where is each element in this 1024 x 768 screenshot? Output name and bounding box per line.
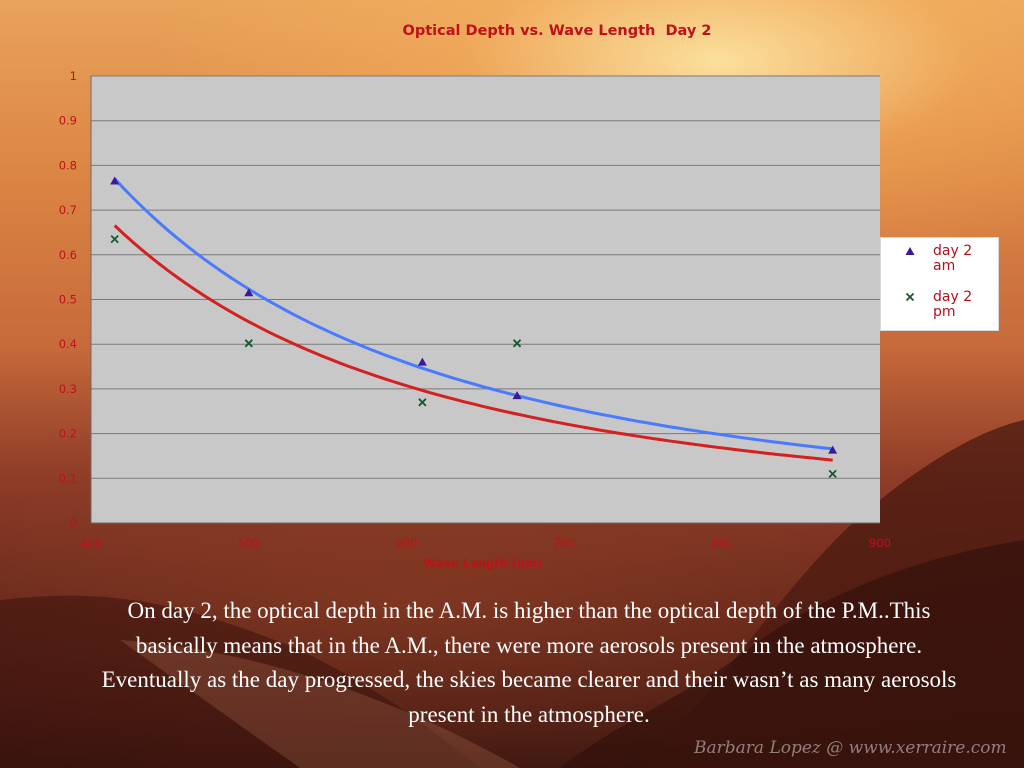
- data-point-am: [417, 357, 427, 366]
- optical-depth-chart: Optical Depth vs. Wave Length Day 2 0 0.1…: [59, 23, 891, 570]
- y-tick-label: 0.4: [59, 337, 77, 351]
- data-point-am: [244, 288, 254, 297]
- legend-label-pm: day 2 pm: [933, 289, 973, 320]
- triangle-marker-icon: [905, 247, 915, 255]
- y-tick-label: 0.1: [59, 471, 77, 485]
- x-axis-label: Wave Length (nm): [423, 556, 542, 570]
- y-tick-label: 0.5: [59, 293, 77, 307]
- legend-label-am: day 2 am: [933, 243, 973, 274]
- y-tick-label: 0.8: [59, 158, 77, 172]
- data-point-am: [512, 391, 522, 400]
- legend-item-day2-am: day 2 am: [881, 242, 1000, 282]
- data-point-am: [828, 445, 838, 454]
- y-tick-label: 0.9: [59, 114, 77, 128]
- data-point-pm: [110, 235, 119, 244]
- x-tick-label: 400: [80, 536, 102, 550]
- slide-caption: On day 2, the optical depth in the A.M. …: [101, 598, 957, 727]
- trendline-series-1: [113, 177, 833, 451]
- x-tick-label: 700: [553, 536, 575, 550]
- data-point-pm: [828, 469, 837, 478]
- data-point-am: [110, 176, 120, 185]
- data-point-pm: [244, 339, 253, 348]
- data-point-pm: [512, 339, 522, 348]
- data-points: [110, 176, 838, 478]
- y-tick-label: 0.6: [59, 248, 77, 262]
- axes: 0 0.1 0.2 0.3 0.4 0.5 0.6 0.7 0.8 0.9 1 400 500 600 70…: [59, 69, 891, 550]
- photo-watermark: Barbara Lopez @ www.xerraire.com: [694, 738, 1007, 758]
- data-point-pm: [418, 398, 427, 407]
- x-tick-label: 800: [711, 536, 733, 550]
- y-tick-label: 0.2: [59, 427, 77, 441]
- chart-title: Optical Depth vs. Wave Length Day 2: [403, 23, 712, 39]
- y-tick-label: 1: [70, 69, 77, 83]
- gridlines: [91, 75, 880, 479]
- y-tick-label: 0.3: [59, 382, 77, 396]
- chart-legend: day 2 am day 2 pm: [880, 237, 999, 331]
- y-tick-label: 0.7: [59, 203, 77, 217]
- x-tick-label: 900: [869, 536, 891, 550]
- x-tick-label: 500: [238, 536, 260, 550]
- x-tick-label: 600: [396, 536, 418, 550]
- legend-item-day2-pm: day 2 pm: [881, 288, 1000, 328]
- trendline-series-2: [113, 224, 833, 462]
- trendlines: [113, 177, 833, 462]
- y-tick-label: 0: [70, 516, 77, 530]
- x-marker-icon: [905, 292, 915, 302]
